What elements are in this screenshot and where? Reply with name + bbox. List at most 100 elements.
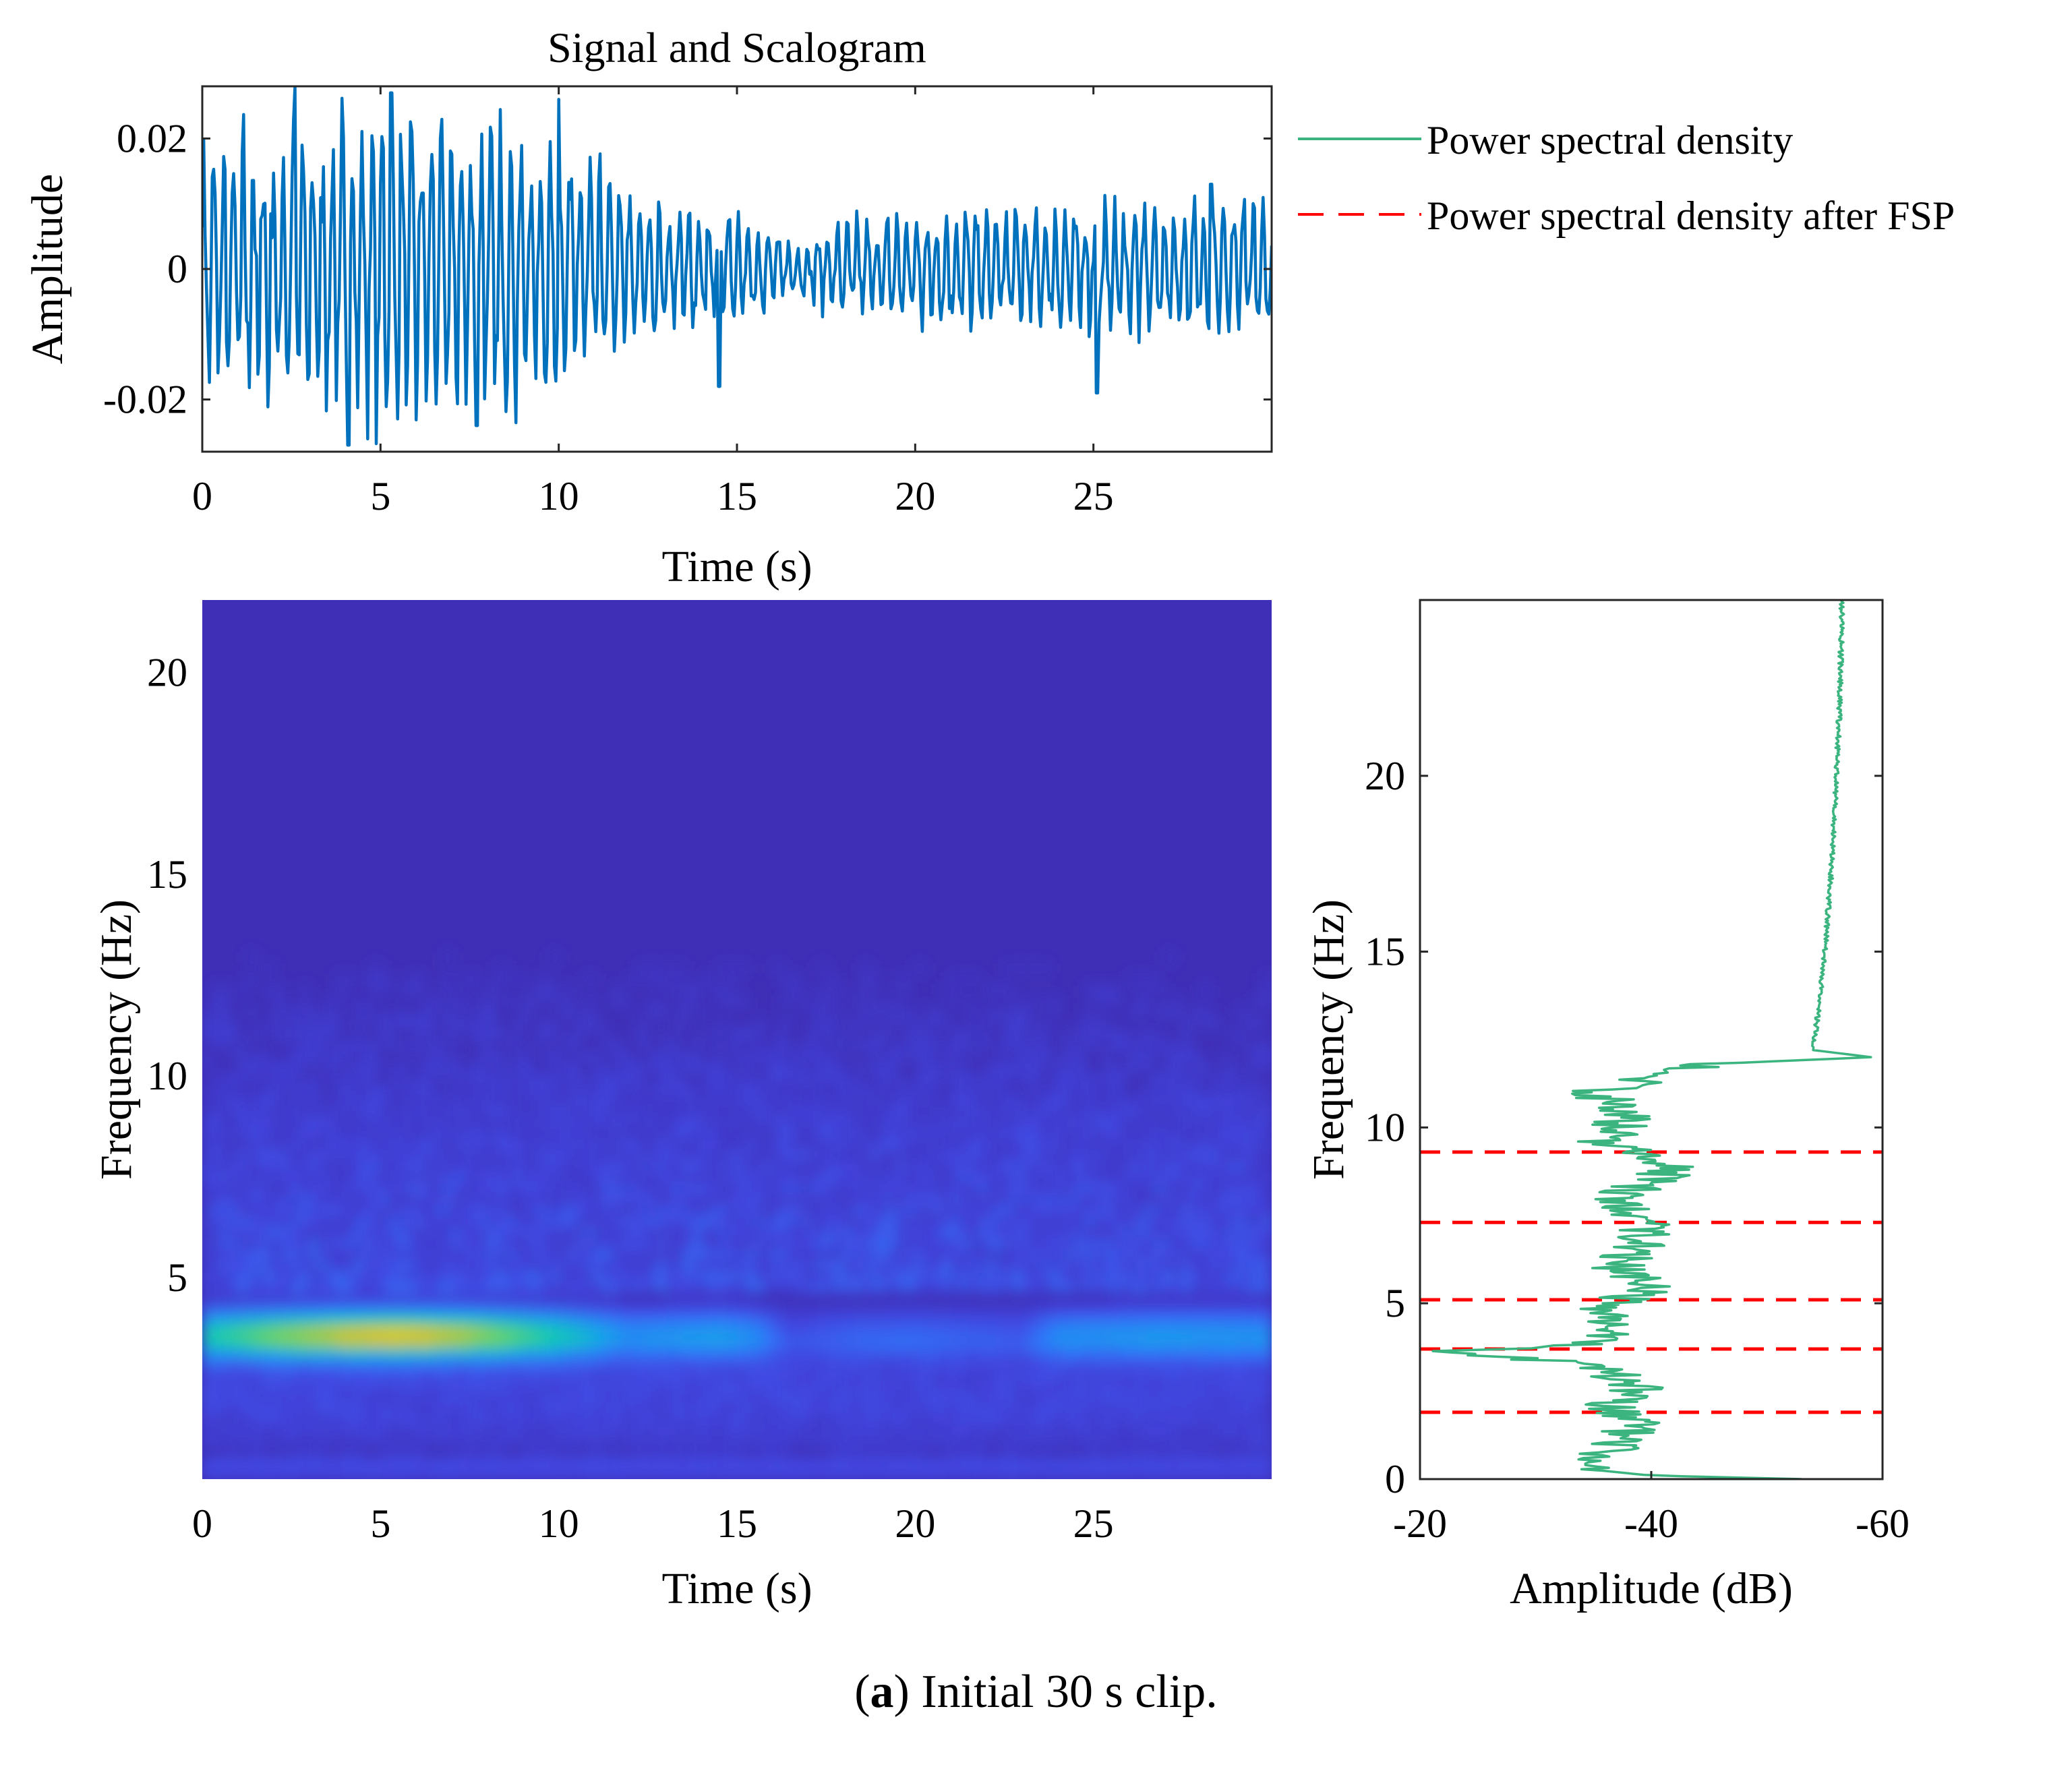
scalogram-cell [1102,1182,1113,1195]
scalogram-cell [505,1226,515,1238]
scalogram-cell [505,1072,515,1085]
scalogram-cell [630,1204,640,1216]
scalogram-cell [1253,1040,1264,1052]
scalogram-cell [1057,1237,1068,1249]
scalogram-cell [1209,1457,1219,1469]
scalogram-cell [959,1138,970,1150]
scalogram-cell [309,1138,319,1150]
scalogram-cell [523,1226,533,1238]
scalogram-cell [1048,1281,1059,1293]
scalogram-cell [452,1468,462,1479]
scalogram-cell [817,1248,827,1260]
scalogram-cell [772,1105,783,1118]
scalogram-cell [1262,984,1272,996]
scalogram-cell [567,1336,578,1348]
legend: Power spectral density Power spectral de… [1298,118,1955,238]
scalogram-cell [220,1215,230,1228]
scalogram-cell [746,1215,756,1228]
scalogram-cell [469,1149,479,1162]
scalogram-cell [300,1127,310,1139]
scalogram-cell [434,1413,444,1425]
scalogram-cell [1191,1072,1202,1085]
scalogram-cell [541,1303,551,1315]
scalogram-cell [1075,1138,1086,1150]
scalogram-cell [345,1391,355,1403]
scalogram-cell [647,1358,658,1370]
scalogram-cell [496,1105,506,1118]
scalogram-cell [1218,1402,1228,1414]
scalogram-cell [968,973,978,986]
scalogram-cell [1102,1413,1113,1425]
scalogram-cell [425,1226,435,1238]
scalogram-cell [442,1435,453,1447]
scalogram-cell [478,1116,488,1129]
scalogram-cell [576,1083,587,1096]
scalogram-cell [1120,1402,1130,1414]
scalogram-cell [1218,1336,1228,1348]
scalogram-cell [1146,1446,1157,1458]
scalogram-cell [389,1402,399,1414]
scalogram-cell [585,1424,595,1436]
scalogram-cell [1013,1072,1023,1085]
scalogram-cell [237,1237,248,1249]
scalogram-cell [300,1391,310,1403]
scalogram-cell [1084,1237,1094,1249]
scalogram-cell [362,1424,373,1436]
scalogram-cell [986,1468,997,1479]
scalogram-cell [835,1325,845,1338]
scalogram-cell [461,1358,471,1370]
scalogram-cell [362,1094,373,1106]
scalogram-cell [532,1424,542,1436]
scalogram-cell [1191,1413,1202,1425]
scalogram-cell [1146,1369,1157,1381]
scalogram-cell [906,1380,916,1392]
scalogram-cell [1084,1281,1094,1293]
scalogram-cell [1075,1116,1086,1129]
scalogram-cell [826,1061,836,1073]
scalogram-cell [1057,1336,1068,1348]
scalogram-cell [924,1413,934,1425]
scalogram-cell [362,1182,373,1195]
scalogram-cell [202,1028,212,1040]
scalogram-cell [487,1369,498,1381]
scalogram-cell [514,1281,524,1293]
scalogram-cell [1156,1237,1166,1249]
scalogram-cell [719,1336,729,1348]
scalogram-cell [906,1204,916,1216]
scalogram-cell [630,1270,640,1282]
scalogram-cell [353,1237,363,1249]
scalogram-cell [870,1402,881,1414]
scalogram-cell [674,1270,684,1282]
scalogram-cell [701,1468,711,1479]
scalogram-cell [1173,1182,1183,1195]
scalogram-cell [1173,1094,1183,1106]
scalogram-cell [692,1237,703,1249]
scalogram-cell [300,1468,310,1479]
scalogram-cell [1048,1413,1059,1425]
scalogram-cell [478,1050,488,1062]
scalogram-cell [576,1281,587,1293]
scalogram-cell [639,1424,649,1436]
scalogram-cell [683,1193,693,1205]
scalogram-cell [567,1083,578,1096]
scalogram-cell [461,1171,471,1183]
scalogram-cell [897,1391,908,1403]
scalogram-cell [496,1391,506,1403]
scalogram-cell [211,1435,221,1447]
scalogram-cell [594,1325,604,1338]
scalogram-cell [647,1007,658,1019]
scalogram-cell [309,1215,319,1228]
scalogram-cell [1048,1105,1059,1118]
scalogram-cell [1022,1248,1032,1260]
scalogram-cell [211,1007,221,1019]
scalogram-cell [862,1105,872,1118]
scalogram-cell [915,1281,925,1293]
scalogram-cell [941,1259,952,1271]
scalogram-cell [728,1358,738,1370]
scalogram-cell [1156,1149,1166,1162]
scalogram-cell [1137,1193,1148,1205]
scalogram-cell [487,1028,498,1040]
scalogram-cell [211,1083,221,1096]
scalogram-cell [1093,1072,1103,1085]
scalogram-cell [202,1204,212,1216]
